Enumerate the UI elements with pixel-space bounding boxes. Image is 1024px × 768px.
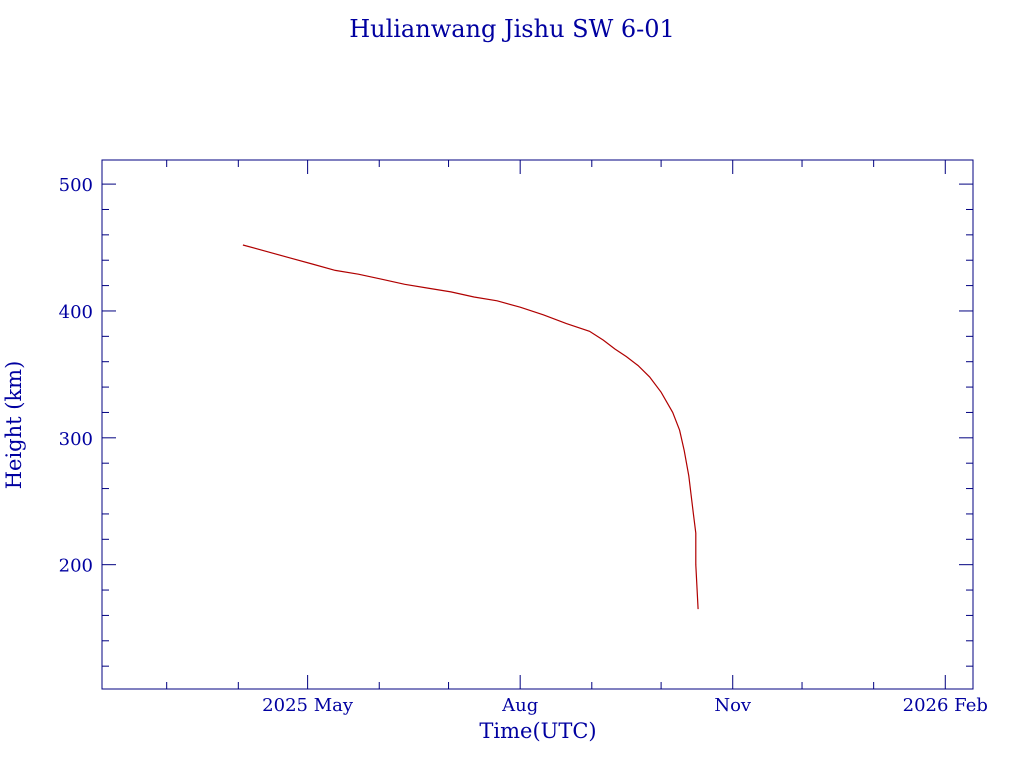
- x-tick-label: Aug: [501, 695, 538, 716]
- y-tick-label: 300: [59, 429, 93, 450]
- y-axis: 200 300 400 500: [59, 175, 973, 667]
- y-axis-label: Height (km): [2, 361, 26, 490]
- chart-title: Hulianwang Jishu SW 6-01: [349, 15, 675, 43]
- x-axis: 2025 May Aug Nov 2026 Feb: [166, 160, 988, 716]
- x-tick-label: 2026 Feb: [903, 695, 988, 716]
- y-tick-label: 200: [59, 556, 93, 577]
- plot-frame: [101, 159, 974, 690]
- y-tick-label: 500: [59, 175, 93, 196]
- height-series-line: [242, 244, 699, 610]
- x-axis-label: Time(UTC): [479, 719, 596, 743]
- y-tick-label: 400: [59, 302, 93, 323]
- x-tick-label: Nov: [714, 695, 752, 716]
- x-tick-label: 2025 May: [262, 695, 354, 716]
